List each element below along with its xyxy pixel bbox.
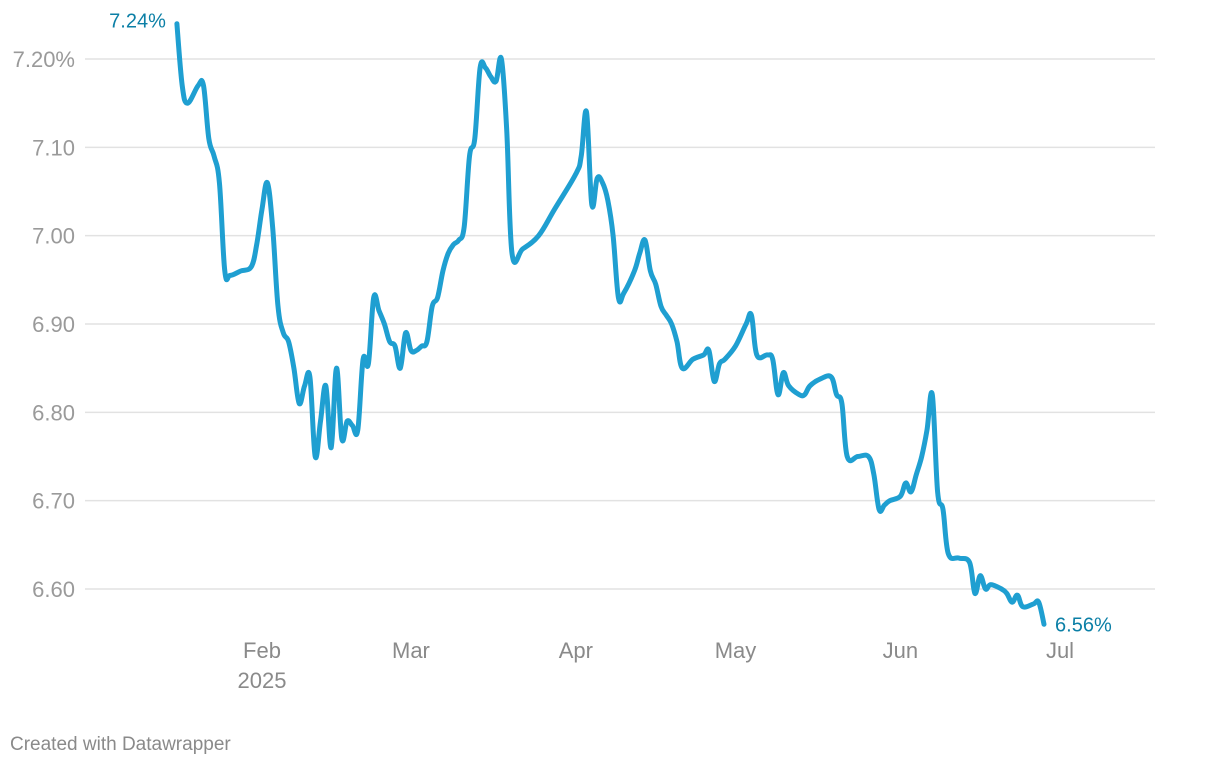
y-tick-label: 7.20% <box>13 47 75 72</box>
y-tick-label: 6.60 <box>32 577 75 602</box>
y-tick-label: 6.90 <box>32 312 75 337</box>
x-tick-label: May <box>715 638 757 663</box>
x-tick-label: Jun <box>883 638 918 663</box>
x-tick-label: Mar <box>392 638 430 663</box>
series-lines <box>174 21 1047 627</box>
start-value-label: 7.24% <box>109 11 166 33</box>
end-labels: 7.24% 6.56% <box>109 11 1112 637</box>
series-line <box>174 21 1047 627</box>
footer-credit: Created with Datawrapper <box>10 734 231 755</box>
y-tick-label: 6.70 <box>32 489 75 514</box>
y-axis: 7.20% 7.10 7.00 6.90 6.80 6.70 6.60 <box>13 47 75 602</box>
end-value-label: 6.56% <box>1055 614 1112 636</box>
y-tick-label: 6.80 <box>32 400 75 425</box>
y-tick-label: 7.10 <box>32 135 75 160</box>
x-axis: Feb 2025 Mar Apr May Jun Jul <box>238 638 1075 693</box>
x-tick-label: Apr <box>559 638 593 663</box>
gridlines <box>85 58 1155 590</box>
x-tick-label: Jul <box>1046 638 1074 663</box>
x-tick-label: Feb <box>243 638 281 663</box>
x-tick-year-label: 2025 <box>238 668 287 693</box>
y-tick-label: 7.00 <box>32 224 75 249</box>
